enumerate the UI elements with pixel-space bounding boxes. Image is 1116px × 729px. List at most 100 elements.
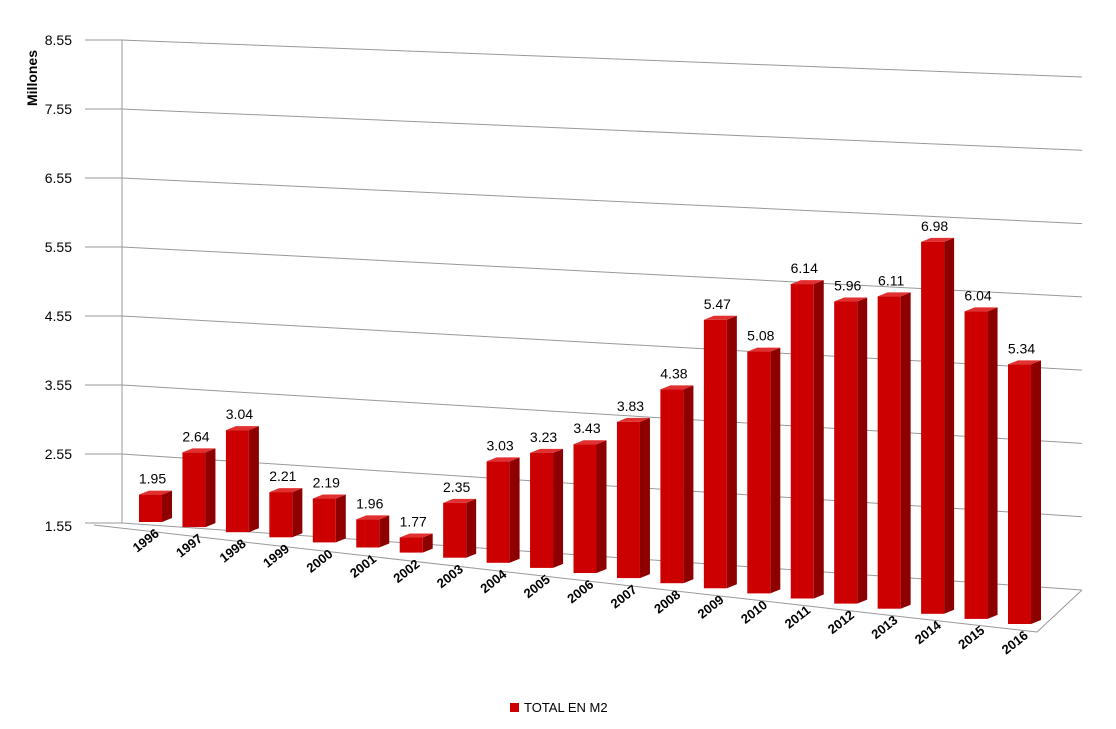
bar-front bbox=[530, 452, 554, 568]
grid-line bbox=[121, 177, 1083, 225]
grid-line bbox=[121, 108, 1083, 151]
x-tick-label: 2000 bbox=[304, 546, 336, 576]
bar-top bbox=[747, 347, 781, 352]
data-label: 6.98 bbox=[921, 218, 948, 234]
bar-top bbox=[616, 417, 650, 422]
bar-side bbox=[900, 292, 911, 609]
x-tick-label: 2014 bbox=[912, 617, 945, 647]
x-tick-label: 2005 bbox=[521, 572, 553, 602]
data-label: 3.03 bbox=[486, 437, 513, 453]
legend-label: TOTAL EN M2 bbox=[524, 700, 608, 715]
data-label: 6.11 bbox=[878, 272, 904, 288]
bar-top bbox=[139, 490, 172, 495]
y-tick-label: 1.55 bbox=[45, 518, 72, 534]
bar-top bbox=[573, 440, 607, 445]
bar-top bbox=[399, 533, 433, 538]
data-label: 5.96 bbox=[834, 278, 861, 294]
bar bbox=[747, 347, 781, 594]
x-tick-label: 2003 bbox=[434, 561, 466, 591]
data-labels: 1.95 2.64 3.04 2.21 2.19 1.96 1.77 2.35 3.03 3.23… bbox=[139, 218, 1035, 530]
x-tick-label: 1998 bbox=[217, 536, 249, 566]
bar-side bbox=[205, 448, 216, 528]
bar-side bbox=[422, 533, 433, 553]
bar-side bbox=[466, 498, 477, 558]
legend: TOTAL EN M2 bbox=[510, 700, 608, 715]
bar-side bbox=[987, 307, 998, 619]
y-tick-label: 7.55 bbox=[45, 101, 72, 117]
data-label: 3.43 bbox=[573, 420, 600, 436]
y-axis-title: Millones bbox=[24, 50, 40, 106]
bars bbox=[139, 237, 1041, 624]
bar-front bbox=[573, 444, 597, 573]
bar bbox=[1008, 360, 1041, 624]
bar-front bbox=[312, 498, 336, 543]
bar-top bbox=[486, 457, 520, 462]
bar-top bbox=[356, 515, 390, 520]
data-label: 2.35 bbox=[443, 479, 470, 495]
bar bbox=[356, 515, 390, 548]
y-tick-label: 3.55 bbox=[45, 377, 72, 393]
bar-top bbox=[225, 426, 259, 431]
floor-edge-right bbox=[1036, 589, 1083, 633]
data-label: 5.47 bbox=[704, 296, 731, 312]
x-tick-label: 2015 bbox=[955, 623, 987, 653]
bar-side bbox=[1031, 360, 1041, 624]
bar bbox=[573, 440, 607, 573]
bar-side bbox=[292, 488, 303, 538]
bar-front bbox=[1008, 364, 1031, 624]
bar-side bbox=[248, 426, 259, 533]
bar-front bbox=[443, 502, 467, 558]
bar-top bbox=[660, 385, 694, 390]
x-tick-label: 2001 bbox=[347, 551, 379, 581]
bar-side bbox=[683, 385, 694, 584]
bar-front bbox=[616, 421, 640, 579]
data-label: 1.77 bbox=[400, 514, 427, 530]
bar-top bbox=[834, 297, 868, 302]
bar-front bbox=[399, 537, 423, 553]
bar-front bbox=[790, 284, 814, 599]
bar-top bbox=[530, 448, 564, 453]
bar-side bbox=[944, 237, 955, 614]
x-tick-label: 2002 bbox=[390, 556, 422, 586]
bar-side bbox=[726, 315, 737, 589]
bar-front bbox=[139, 494, 162, 522]
x-tick-label: 2011 bbox=[782, 602, 813, 631]
bar-side bbox=[813, 280, 824, 599]
data-label: 2.64 bbox=[182, 428, 209, 444]
data-label: 6.04 bbox=[964, 287, 991, 303]
data-label: 6.14 bbox=[791, 260, 818, 276]
bar bbox=[486, 457, 520, 563]
y-tick-label: 5.55 bbox=[45, 239, 72, 255]
data-label: 1.95 bbox=[139, 471, 166, 487]
bar-front bbox=[877, 296, 901, 609]
bar bbox=[530, 448, 564, 568]
bar-top bbox=[703, 315, 737, 320]
bar bbox=[269, 488, 303, 538]
grid-line bbox=[121, 39, 1083, 78]
bar bbox=[921, 237, 955, 614]
bar-side bbox=[857, 297, 868, 604]
bar bbox=[312, 494, 346, 543]
bar-side bbox=[770, 347, 781, 594]
bar-top bbox=[269, 488, 303, 493]
x-tick-label: 1997 bbox=[173, 531, 205, 561]
bar bbox=[443, 498, 477, 558]
bar bbox=[399, 533, 433, 553]
bar bbox=[877, 292, 911, 609]
bar bbox=[834, 297, 868, 604]
y-tick-label: 2.55 bbox=[45, 446, 72, 462]
bar bbox=[225, 426, 259, 533]
y-tick-label: 4.55 bbox=[45, 308, 72, 324]
bar-top bbox=[312, 494, 346, 499]
data-label: 3.23 bbox=[530, 429, 557, 445]
data-label: 5.34 bbox=[1008, 340, 1035, 356]
bar-front bbox=[921, 241, 945, 614]
data-label: 5.08 bbox=[747, 328, 774, 344]
x-tick-label: 2016 bbox=[999, 628, 1031, 658]
bar-top bbox=[877, 292, 911, 297]
bar-front bbox=[269, 492, 293, 538]
data-label: 3.83 bbox=[617, 398, 644, 414]
y-tick-label: 6.55 bbox=[45, 170, 72, 186]
bar-front bbox=[182, 452, 206, 528]
